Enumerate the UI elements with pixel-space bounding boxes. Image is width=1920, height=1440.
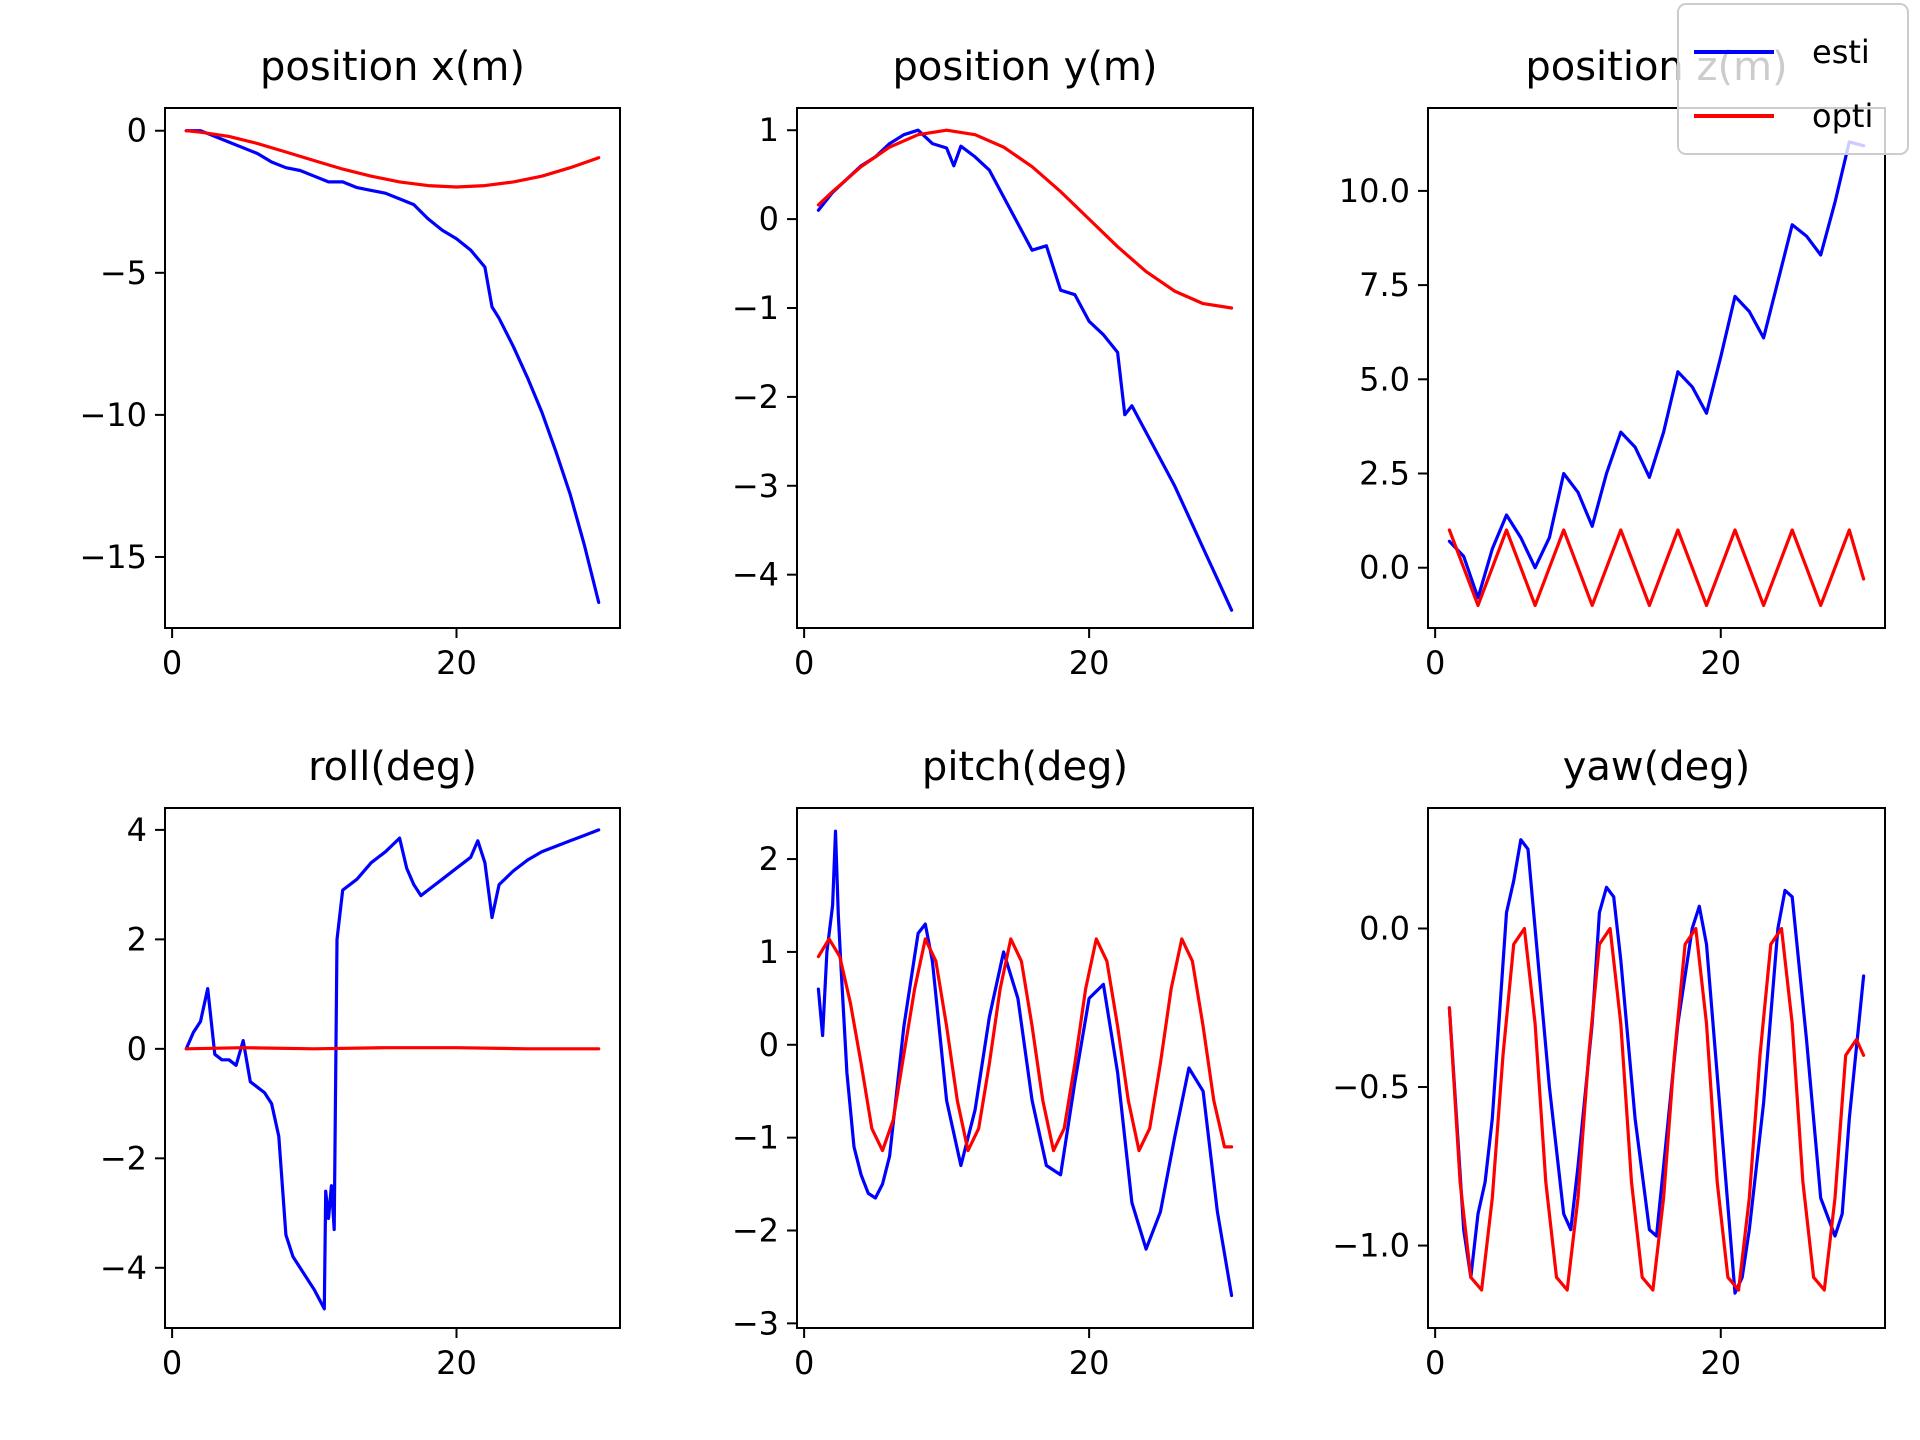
- y-tick-label: 0.0: [1359, 549, 1410, 587]
- y-tick-label: 2.5: [1359, 455, 1410, 493]
- series-line-esti: [184, 129, 601, 605]
- axes-frame: [1427, 807, 1886, 1329]
- x-tick-label: 20: [436, 1344, 477, 1382]
- y-tick-label: 4: [127, 811, 147, 849]
- y-tick-label: 0.0: [1359, 909, 1410, 947]
- y-tick-label: −1: [732, 1119, 779, 1157]
- axes-frame: [164, 807, 621, 1329]
- x-tick-label: 20: [1700, 1344, 1741, 1382]
- series-line-opti: [1447, 528, 1866, 608]
- subplot-title: roll(deg): [308, 744, 477, 790]
- y-tick-label: −1: [732, 289, 779, 327]
- y-tick-label: 0: [127, 1030, 147, 1068]
- axes-frame: [1427, 107, 1886, 629]
- x-tick-label: 0: [162, 1344, 182, 1382]
- y-tick-label: −2: [732, 1212, 779, 1250]
- y-tick-label: 2: [127, 920, 147, 958]
- y-tick-label: 0: [759, 1026, 779, 1064]
- subplot-2: position y(m) 0 20 1 0 −1 −2 −3 −4: [732, 44, 1254, 682]
- y-tick-label: −15: [79, 538, 147, 576]
- y-tick-label: −4: [100, 1249, 147, 1287]
- subplot-title: position y(m): [893, 44, 1158, 90]
- x-tick-label: 0: [794, 1344, 814, 1382]
- subplot-title: position x(m): [260, 44, 525, 90]
- axes-frame: [164, 107, 621, 629]
- series-line-esti: [1447, 140, 1866, 600]
- x-tick-label: 20: [1069, 1344, 1110, 1382]
- x-tick-label: 20: [436, 644, 477, 682]
- y-tick-label: −2: [732, 378, 779, 416]
- x-tick-label: 0: [162, 644, 182, 682]
- series-line-opti: [1447, 926, 1866, 1292]
- subplot-title: yaw(deg): [1563, 744, 1751, 790]
- series-line-opti: [184, 129, 601, 189]
- y-tick-label: 2: [759, 840, 779, 878]
- y-tick-label: −5: [100, 254, 147, 292]
- series-line-esti: [1447, 838, 1866, 1295]
- legend-box: [1677, 3, 1909, 155]
- axes-frame: [796, 807, 1254, 1329]
- series-line-esti: [184, 828, 601, 1311]
- subplot-1: position x(m) 0 20 0 −5 −10 −15: [79, 44, 621, 682]
- subplot-title: pitch(deg): [922, 744, 1128, 790]
- legend: esti opti: [1677, 3, 1909, 155]
- subplot-6: yaw(deg) 0 20 0.0 −0.5 −1.0: [1332, 744, 1886, 1382]
- y-tick-label: 0: [759, 200, 779, 238]
- y-tick-label: −3: [732, 467, 779, 505]
- y-tick-label: −1.0: [1332, 1227, 1410, 1265]
- series-line-opti: [184, 1046, 601, 1051]
- x-tick-label: 20: [1069, 644, 1110, 682]
- y-tick-label: 1: [759, 933, 779, 971]
- subplot-5: pitch(deg) 0 20 2 1 0 −1 −2 −3: [732, 744, 1254, 1382]
- y-tick-label: 1: [759, 111, 779, 149]
- y-tick-label: −0.5: [1332, 1068, 1410, 1106]
- legend-label-opti: opti: [1812, 97, 1873, 135]
- x-tick-label: 0: [794, 644, 814, 682]
- x-tick-label: 0: [1425, 1344, 1445, 1382]
- axes-frame: [796, 107, 1254, 629]
- y-tick-label: −4: [732, 556, 779, 594]
- y-tick-label: 10.0: [1339, 172, 1410, 210]
- x-tick-label: 20: [1700, 644, 1741, 682]
- y-tick-label: −2: [100, 1139, 147, 1177]
- series-line-esti: [816, 128, 1234, 612]
- y-tick-label: −3: [732, 1304, 779, 1342]
- y-tick-label: −10: [79, 396, 147, 434]
- legend-label-esti: esti: [1812, 33, 1870, 71]
- series-line-esti: [816, 829, 1234, 1298]
- series-line-opti: [816, 937, 1234, 1153]
- x-tick-label: 0: [1425, 644, 1445, 682]
- series-line-opti: [816, 128, 1234, 310]
- y-tick-label: 0: [127, 112, 147, 150]
- y-tick-label: 7.5: [1359, 266, 1410, 304]
- y-tick-label: 5.0: [1359, 360, 1410, 398]
